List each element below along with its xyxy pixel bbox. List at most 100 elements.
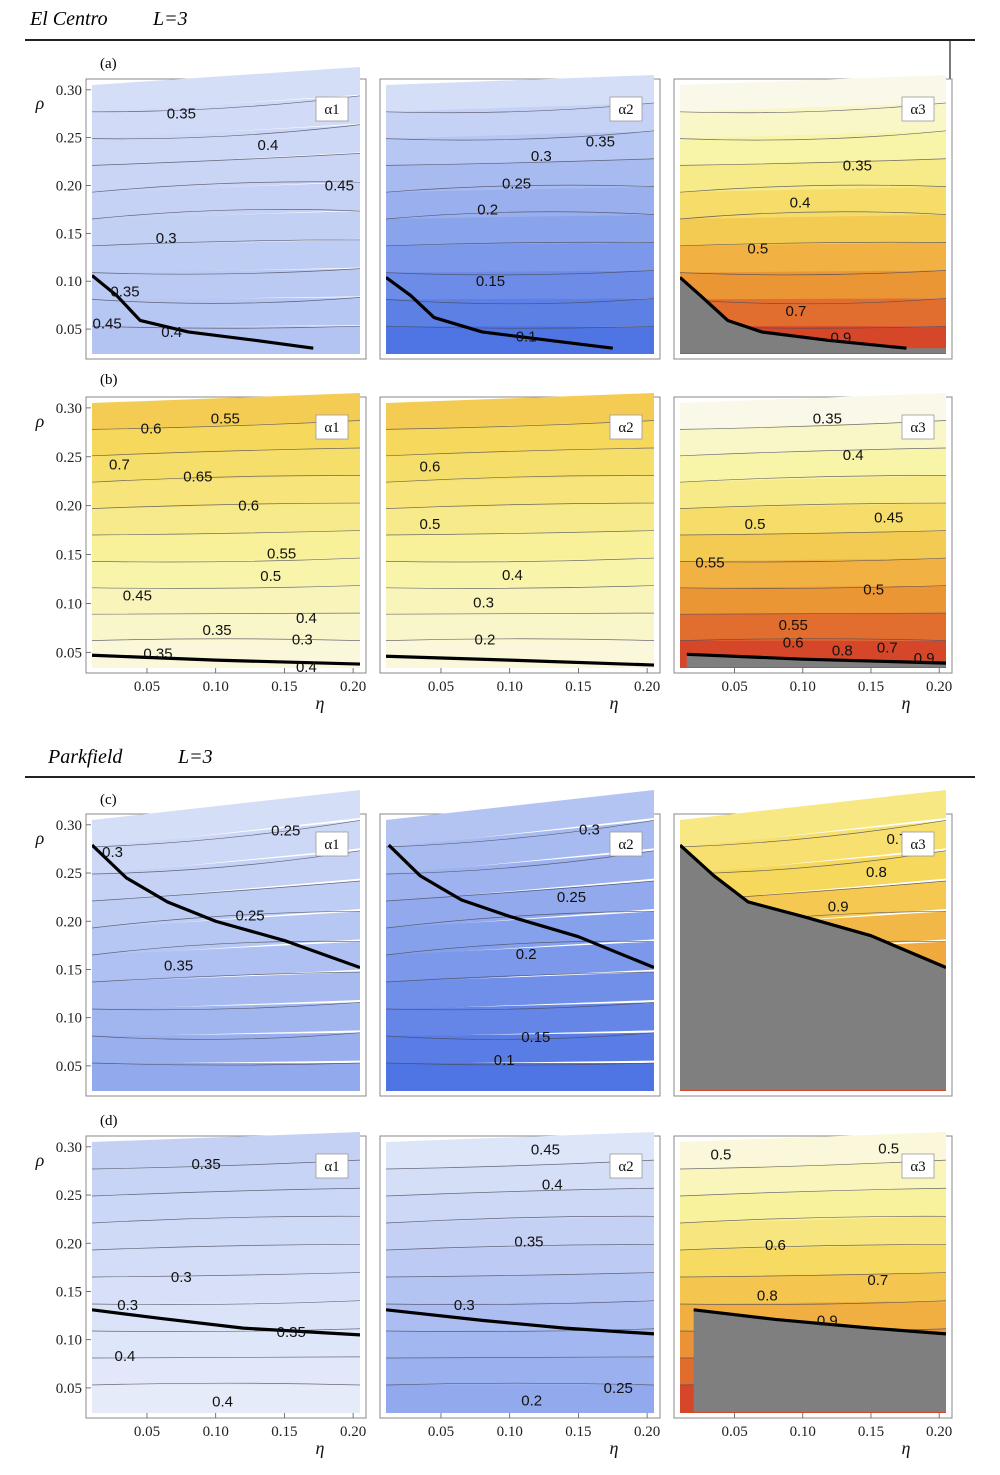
feasibility-boundary bbox=[92, 653, 360, 666]
contour-label: 0.4 bbox=[843, 447, 864, 464]
contour-label: 0.3 bbox=[171, 1269, 192, 1286]
x-axis-label: η bbox=[610, 1438, 619, 1458]
contour-label: 0.55 bbox=[695, 554, 724, 571]
contour-label: 0.35 bbox=[167, 106, 196, 123]
contour-label: 0.2 bbox=[475, 632, 496, 649]
feasibility-boundary bbox=[92, 843, 360, 970]
contour-panel-d-α3: 0.5 0.5 0.6 0.7 0.8 0.9 α3 0.05 0.10 0.15 0.20 η bbox=[673, 1132, 953, 1458]
x-tick-label: 0.05 bbox=[428, 1424, 454, 1440]
contour-label: 0.2 bbox=[516, 946, 537, 963]
alpha-label-box bbox=[315, 831, 349, 857]
contour-label: 0.8 bbox=[832, 642, 853, 659]
contour-label: 0.7 bbox=[877, 639, 898, 656]
contour-label: 0.7 bbox=[867, 1272, 888, 1289]
y-tick-label: 0.30 bbox=[56, 818, 82, 834]
feasibility-boundary bbox=[92, 274, 314, 350]
section-param: L=3 bbox=[152, 8, 188, 30]
contour-panel-a-α3: 0.35 0.4 0.5 0.7 0.9 α3 bbox=[673, 75, 953, 360]
x-tick-label: 0.10 bbox=[790, 679, 816, 695]
y-tick-label: 0.20 bbox=[56, 914, 82, 930]
y-tick-label: 0.10 bbox=[56, 596, 82, 612]
contour-label: 0.3 bbox=[292, 632, 313, 649]
feasibility-boundary bbox=[92, 1308, 360, 1337]
contour-label: 0.25 bbox=[502, 176, 531, 193]
contour-label: 0.6 bbox=[420, 459, 441, 476]
contour-label: 0.2 bbox=[521, 1392, 542, 1409]
contour-label: 0.35 bbox=[843, 157, 872, 174]
section-title: El Centro bbox=[29, 8, 108, 30]
x-tick-label: 0.15 bbox=[271, 679, 297, 695]
y-tick-label: 0.10 bbox=[56, 274, 82, 290]
contour-label: 0.25 bbox=[235, 907, 264, 924]
x-tick-label: 0.20 bbox=[340, 679, 366, 695]
contour-label: 0.15 bbox=[521, 1029, 550, 1046]
contour-label: 0.9 bbox=[817, 1312, 838, 1329]
x-tick-label: 0.20 bbox=[634, 679, 660, 695]
contour-panel-a-α1: 0.35 0.4 0.45 0.3 0.35 0.4 0.45 α1 0.05 0.10 0.15 0… bbox=[35, 67, 367, 360]
contour-label: 0.5 bbox=[863, 582, 884, 599]
feasibility-boundary bbox=[680, 843, 946, 970]
contour-label: 0.3 bbox=[473, 594, 494, 611]
infeasible-region bbox=[680, 1309, 946, 1412]
contour-label: 0.3 bbox=[156, 230, 177, 247]
contour-label: 0.6 bbox=[783, 635, 804, 652]
contour-label: 0.5 bbox=[745, 516, 766, 533]
x-tick-label: 0.15 bbox=[565, 1424, 591, 1440]
contour-panel-b-α1: 0.6 0.55 0.7 0.65 0.6 0.55 0.5 0.45 0.4 0.35 0.3 0.… bbox=[35, 393, 367, 713]
x-tick-label: 0.10 bbox=[203, 1424, 229, 1440]
contour-label: 0.5 bbox=[878, 1141, 899, 1158]
y-tick-label: 0.15 bbox=[56, 226, 82, 242]
y-axis-label: ρ bbox=[35, 828, 45, 848]
contour-label: 0.7 bbox=[786, 303, 807, 320]
contour-label: 0.5 bbox=[747, 241, 768, 258]
feasibility-boundary bbox=[386, 654, 654, 667]
contour-label: 0.3 bbox=[102, 844, 123, 861]
contour-panel-c-α3: 0.70.80.9α3 bbox=[673, 790, 953, 1097]
y-tick-label: 0.05 bbox=[56, 1059, 82, 1075]
alpha-label: α3 bbox=[910, 837, 925, 853]
x-axis-label: η bbox=[902, 693, 911, 713]
alpha-label: α2 bbox=[618, 102, 633, 118]
y-tick-label: 0.25 bbox=[56, 866, 82, 882]
contour-label: 0.4 bbox=[502, 567, 523, 584]
contour-label: 0.35 bbox=[813, 411, 842, 428]
contour-label: 0.3 bbox=[531, 148, 552, 165]
contour-label: 0.65 bbox=[183, 468, 212, 485]
feasibility-boundary bbox=[387, 843, 654, 970]
row-label-a: (a) bbox=[100, 56, 117, 72]
y-axis-label: ρ bbox=[35, 411, 45, 431]
x-tick-label: 0.15 bbox=[858, 679, 884, 695]
contour-label: 0.6 bbox=[141, 420, 162, 437]
alpha-label: α1 bbox=[324, 102, 339, 118]
y-tick-label: 0.05 bbox=[56, 645, 82, 661]
contour-label: 0.35 bbox=[514, 1233, 543, 1250]
contour-label: 0.35 bbox=[143, 645, 172, 662]
x-tick-label: 0.15 bbox=[858, 1424, 884, 1440]
x-tick-label: 0.10 bbox=[203, 679, 229, 695]
row-label-c: (c) bbox=[100, 792, 117, 808]
infeasible-region bbox=[680, 845, 946, 1090]
contour-label: 0.3 bbox=[454, 1297, 475, 1314]
contour-label: 0.6 bbox=[238, 498, 259, 515]
x-tick-label: 0.15 bbox=[565, 679, 591, 695]
contour-label: 0.4 bbox=[296, 659, 317, 676]
alpha-label: α3 bbox=[910, 102, 925, 118]
x-tick-label: 0.05 bbox=[721, 1424, 747, 1440]
contour-label: 0.4 bbox=[115, 1348, 136, 1365]
alpha-label: α3 bbox=[910, 1159, 925, 1175]
x-tick-label: 0.20 bbox=[926, 1424, 952, 1440]
contour-label: 0.55 bbox=[267, 546, 296, 563]
alpha-label-box bbox=[609, 414, 643, 440]
y-axis-label: ρ bbox=[35, 1150, 45, 1170]
alpha-label: α2 bbox=[618, 837, 633, 853]
x-tick-label: 0.10 bbox=[497, 679, 523, 695]
alpha-label-box bbox=[315, 1153, 349, 1179]
contour-label: 0.25 bbox=[271, 823, 300, 840]
contour-label: 0.25 bbox=[557, 889, 586, 906]
contour-label: 0.9 bbox=[914, 650, 935, 667]
y-axis-label: ρ bbox=[35, 93, 45, 113]
contour-panel-a-α2: 0.3 0.35 0.250.2 0.15 0.1 α2 bbox=[379, 75, 661, 360]
x-tick-label: 0.20 bbox=[926, 679, 952, 695]
contour-panel-d-α2: 0.45 0.4 0.35 0.3 0.25 0.2 α2 0.05 0.10 0.15 0.20 η bbox=[379, 1132, 661, 1458]
